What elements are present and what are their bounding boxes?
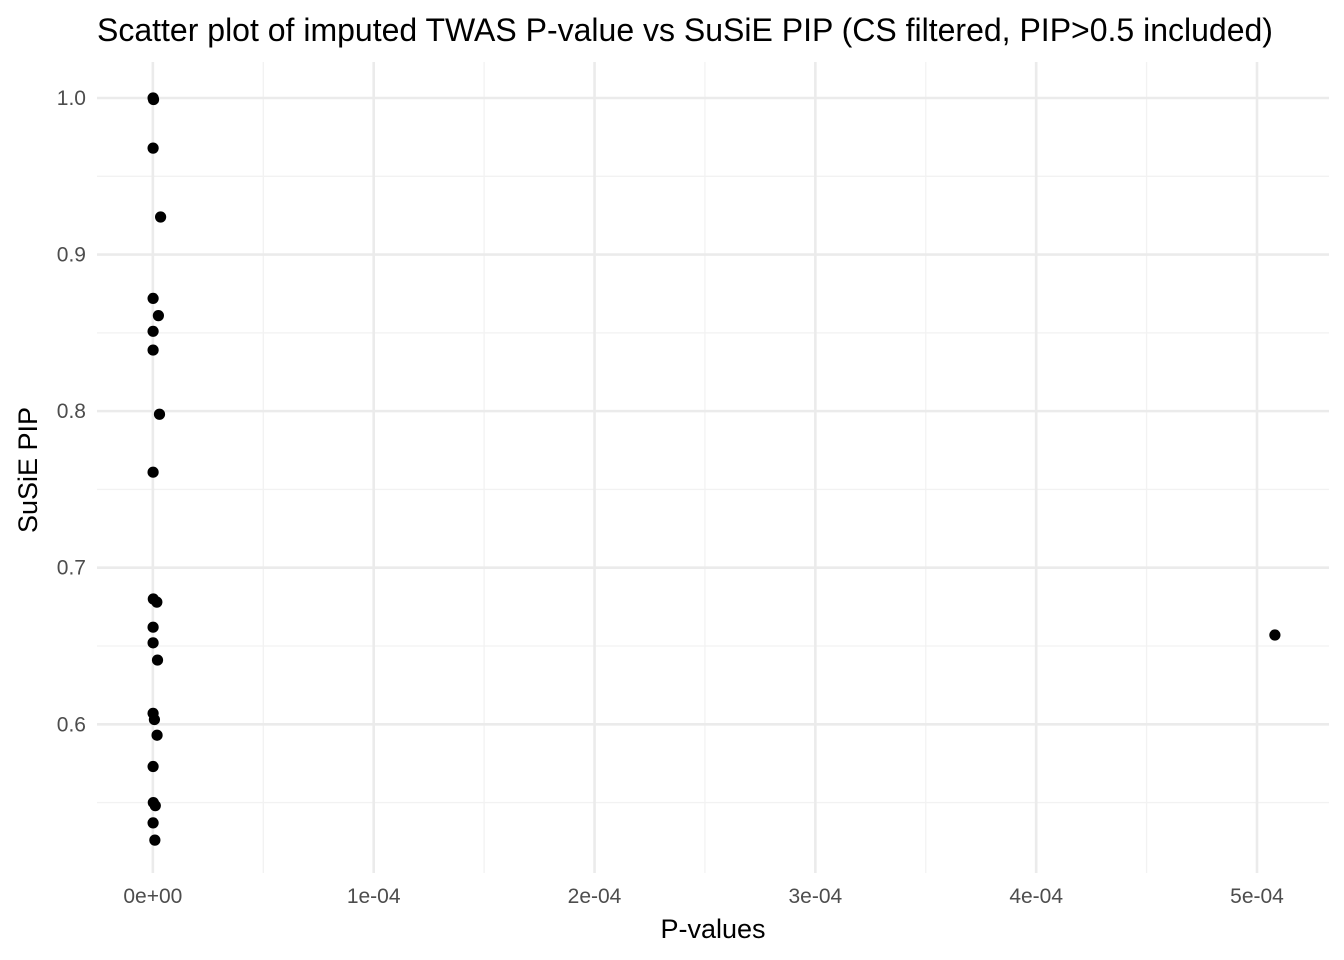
data-point (147, 760, 159, 773)
y-tick-label: 1.0 (57, 87, 86, 110)
data-point (147, 325, 159, 337)
y-tick-label: 0.8 (57, 400, 86, 423)
data-point (147, 466, 159, 478)
x-axis-title: P-values (660, 914, 765, 944)
data-point (147, 817, 159, 829)
data-point (151, 729, 163, 741)
data-point (151, 596, 163, 608)
y-tick-label: 0.6 (57, 713, 86, 736)
plot-area (97, 62, 1329, 873)
data-point (147, 344, 159, 356)
data-point (1269, 629, 1281, 641)
x-tick-label: 0e+00 (123, 885, 182, 908)
x-tick-label: 2e-04 (568, 885, 622, 908)
chart-title: Scatter plot of imputed TWAS P-value vs … (97, 12, 1273, 48)
y-axis-tick-labels: 0.6 0.7 0.8 0.9 1.0 (57, 87, 86, 736)
minor-gridlines (97, 62, 1329, 873)
data-point (149, 800, 161, 812)
x-tick-label: 1e-04 (347, 885, 401, 908)
data-point (154, 211, 167, 223)
data-point (147, 292, 159, 305)
data-point (148, 713, 161, 726)
data-point (149, 834, 161, 846)
data-point (152, 310, 164, 322)
data-point (147, 621, 159, 633)
data-points (147, 92, 1281, 846)
y-tick-label: 0.7 (57, 557, 86, 580)
x-tick-label: 3e-04 (788, 885, 842, 908)
x-axis-tick-labels: 0e+00 1e-04 2e-04 3e-04 4e-04 5e-04 (123, 885, 1284, 908)
y-tick-label: 0.9 (57, 244, 86, 267)
data-point (147, 142, 159, 154)
data-point (151, 654, 164, 666)
x-tick-label: 4e-04 (1009, 885, 1063, 908)
data-point (147, 93, 160, 106)
data-point (153, 408, 166, 420)
data-point (147, 637, 159, 649)
y-axis-title: SuSiE PIP (13, 407, 43, 533)
x-tick-label: 5e-04 (1230, 885, 1284, 908)
major-gridlines (97, 62, 1329, 873)
